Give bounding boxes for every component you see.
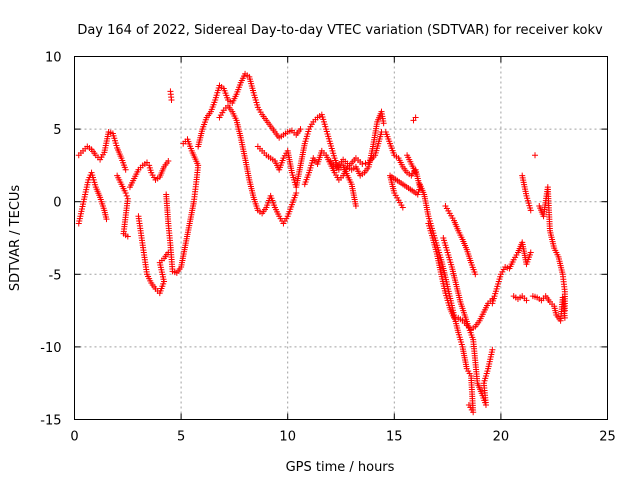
y-tick-label: 5 bbox=[53, 123, 61, 138]
data-point bbox=[124, 233, 131, 240]
data-point bbox=[165, 158, 172, 165]
grid-layer bbox=[74, 56, 608, 420]
data-point bbox=[352, 203, 359, 210]
ticks-layer: 0 5 10 15 20 25 -15 -10 -5 0 5 10 bbox=[40, 51, 616, 445]
y-tick-label: -5 bbox=[49, 268, 62, 283]
x-axis-label: GPS time / hours bbox=[286, 460, 395, 475]
x-tick-label: 25 bbox=[599, 430, 616, 445]
data-point bbox=[472, 271, 479, 278]
data-point-fill bbox=[123, 192, 130, 199]
data-point bbox=[523, 297, 530, 304]
data-point bbox=[412, 169, 419, 176]
data-point bbox=[293, 189, 300, 196]
y-axis-label: SDTVAR / TECUs bbox=[8, 185, 23, 292]
data-point bbox=[465, 401, 472, 408]
data-point bbox=[489, 346, 496, 353]
y-tick-label: -15 bbox=[40, 414, 61, 429]
data-point bbox=[122, 189, 129, 196]
x-tick-label: 15 bbox=[386, 430, 403, 445]
data-point bbox=[412, 114, 419, 121]
data-point bbox=[532, 152, 539, 159]
chart-title: Day 164 of 2022, Sidereal Day-to-day VTE… bbox=[77, 23, 603, 38]
y-tick-label: 0 bbox=[53, 196, 61, 211]
data-point bbox=[527, 207, 534, 214]
x-tick-label: 20 bbox=[493, 430, 510, 445]
data-point bbox=[527, 249, 534, 256]
x-tick-label: 10 bbox=[279, 430, 296, 445]
data-point bbox=[168, 97, 175, 104]
y-tick-label: -10 bbox=[40, 341, 61, 356]
x-tick-label: 0 bbox=[70, 430, 78, 445]
x-tick-label: 5 bbox=[177, 430, 185, 445]
data-point bbox=[359, 160, 366, 167]
data-point bbox=[380, 120, 387, 127]
data-point bbox=[399, 204, 406, 211]
data-points-layer bbox=[75, 70, 568, 416]
data-point-fill bbox=[362, 160, 369, 167]
data-point bbox=[180, 140, 187, 147]
plot-frame bbox=[74, 56, 608, 420]
data-point bbox=[122, 166, 129, 173]
y-tick-label: 10 bbox=[45, 51, 62, 66]
data-point bbox=[561, 314, 568, 321]
data-point bbox=[297, 126, 304, 133]
data-point bbox=[103, 216, 110, 223]
